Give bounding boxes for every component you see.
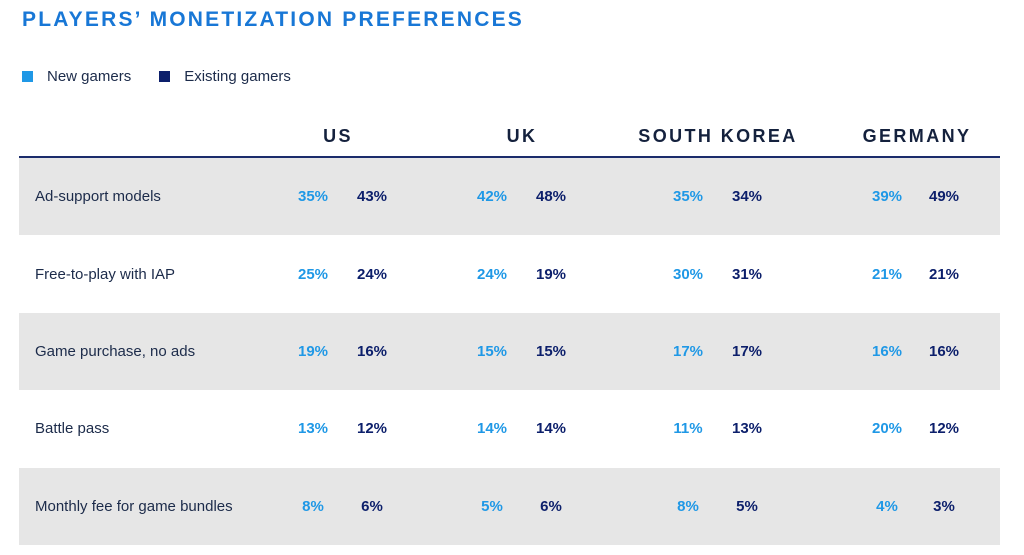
table-row: Free-to-play with IAP 25% 24% 24% 19% 30% 31% 2… <box>19 235 1000 312</box>
value-existing-gamers-germany: 16% <box>928 342 960 360</box>
row-label: Game purchase, no ads <box>35 342 196 360</box>
row-label: Battle pass <box>35 420 110 438</box>
value-existing-gamers-uk: 15% <box>535 342 567 360</box>
table-row: Monthly fee for game bundles 8% 6% 5% 6% 8% 5%… <box>19 467 1000 545</box>
value-existing-gamers-us: 43% <box>356 188 388 206</box>
value-new-gamers-us: 19% <box>297 342 329 360</box>
value-existing-gamers-south-korea: 34% <box>731 188 763 206</box>
row-label: Free-to-play with IAP <box>35 265 176 283</box>
table-body: Ad-support models 35% 43% 42% 48% 35% 34% 39% 49… <box>19 158 1000 545</box>
legend-swatch-existing-gamers <box>159 71 171 82</box>
value-existing-gamers-south-korea: 17% <box>731 342 763 360</box>
table-header: US UK SOUTH KOREA GERMANY <box>19 110 1000 158</box>
value-new-gamers-uk: 5% <box>481 497 503 515</box>
value-new-gamers-south-korea: 8% <box>677 497 699 515</box>
value-existing-gamers-uk: 6% <box>540 497 562 515</box>
row-label: Ad-support models <box>35 188 161 206</box>
value-new-gamers-us: 13% <box>297 420 329 438</box>
value-new-gamers-germany: 20% <box>871 420 903 438</box>
value-new-gamers-us: 35% <box>297 188 329 206</box>
legend: New gamers Existing gamers <box>22 68 319 85</box>
value-existing-gamers-germany: 3% <box>933 497 955 515</box>
value-existing-gamers-us: 12% <box>356 420 388 438</box>
column-header-south-korea: SOUTH KOREA <box>638 126 798 146</box>
legend-label-new-gamers: New gamers <box>47 68 132 85</box>
value-existing-gamers-south-korea: 13% <box>731 420 763 438</box>
value-new-gamers-uk: 24% <box>476 265 508 283</box>
legend-item-existing-gamers: Existing gamers <box>159 68 291 85</box>
value-new-gamers-uk: 15% <box>476 342 508 360</box>
column-header-uk: UK <box>506 126 538 146</box>
value-new-gamers-us: 8% <box>302 497 324 515</box>
table-row: Battle pass 13% 12% 14% 14% 11% 13% 20% 12% <box>19 390 1000 467</box>
legend-label-existing-gamers: Existing gamers <box>184 68 291 85</box>
value-new-gamers-uk: 42% <box>476 188 508 206</box>
value-existing-gamers-germany: 12% <box>928 420 960 438</box>
column-header-germany: GERMANY <box>862 126 972 146</box>
value-new-gamers-us: 25% <box>297 265 329 283</box>
value-existing-gamers-germany: 49% <box>928 188 960 206</box>
preferences-table: US UK SOUTH KOREA GERMANY Ad-support models… <box>19 110 1000 545</box>
value-new-gamers-south-korea: 11% <box>673 420 703 438</box>
value-new-gamers-south-korea: 30% <box>672 265 704 283</box>
value-new-gamers-uk: 14% <box>476 420 508 438</box>
value-new-gamers-germany: 21% <box>871 265 903 283</box>
column-header-us: US <box>323 126 353 146</box>
value-existing-gamers-us: 16% <box>356 342 388 360</box>
chart-title: PLAYERS’ MONETIZATION PREFERENCES <box>22 8 524 31</box>
legend-swatch-new-gamers <box>22 71 33 82</box>
value-existing-gamers-us: 6% <box>361 497 383 515</box>
value-new-gamers-germany: 39% <box>871 188 903 206</box>
value-new-gamers-germany: 4% <box>876 497 898 515</box>
value-new-gamers-south-korea: 17% <box>672 342 704 360</box>
value-existing-gamers-us: 24% <box>356 265 388 283</box>
table-row: Ad-support models 35% 43% 42% 48% 35% 34% 39% 49… <box>19 158 1000 236</box>
value-existing-gamers-uk: 48% <box>535 188 567 206</box>
value-existing-gamers-uk: 19% <box>535 265 567 283</box>
table-row: Game purchase, no ads 19% 16% 15% 15% 17% 17% 1… <box>19 312 1000 391</box>
row-label: Monthly fee for game bundles <box>35 497 233 515</box>
value-existing-gamers-south-korea: 31% <box>731 265 763 283</box>
legend-item-new-gamers: New gamers <box>22 68 131 85</box>
value-new-gamers-south-korea: 35% <box>672 188 704 206</box>
value-existing-gamers-uk: 14% <box>535 420 567 438</box>
value-new-gamers-germany: 16% <box>871 342 903 360</box>
value-existing-gamers-south-korea: 5% <box>736 497 758 515</box>
value-existing-gamers-germany: 21% <box>928 265 960 283</box>
